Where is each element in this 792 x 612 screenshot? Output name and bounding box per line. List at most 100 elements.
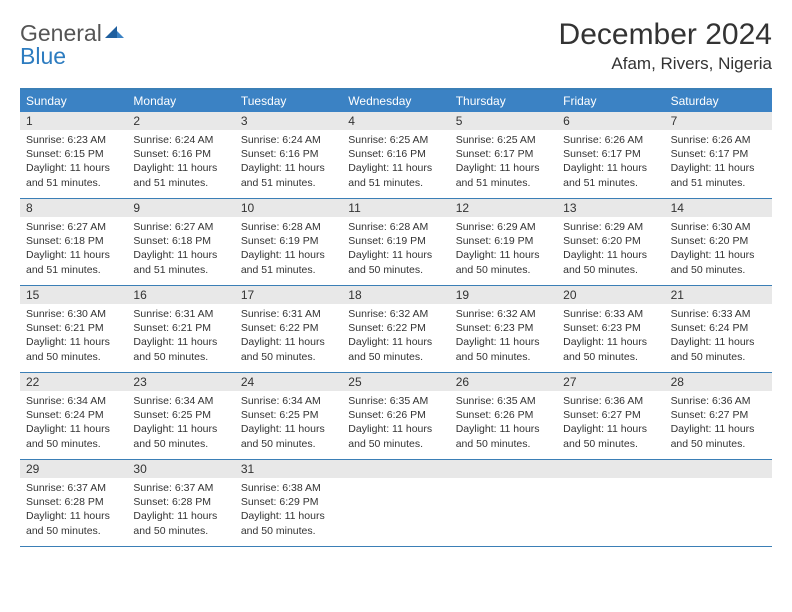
calendar-day-cell: 22Sunrise: 6:34 AMSunset: 6:24 PMDayligh… [20,373,127,459]
day-details: Sunrise: 6:32 AMSunset: 6:22 PMDaylight:… [342,304,449,368]
sunset-text: Sunset: 6:26 PM [456,408,551,422]
day-details: Sunrise: 6:26 AMSunset: 6:17 PMDaylight:… [665,130,772,194]
daylight-text-1: Daylight: 11 hours [348,248,443,262]
sunset-text: Sunset: 6:16 PM [348,147,443,161]
day-number: 5 [450,112,557,130]
day-details: Sunrise: 6:25 AMSunset: 6:17 PMDaylight:… [450,130,557,194]
daylight-text-2: and 50 minutes. [241,437,336,451]
daylight-text-1: Daylight: 11 hours [241,335,336,349]
sunrise-text: Sunrise: 6:29 AM [456,220,551,234]
sunset-text: Sunset: 6:22 PM [241,321,336,335]
day-number: 13 [557,199,664,217]
calendar-day-cell: 28Sunrise: 6:36 AMSunset: 6:27 PMDayligh… [665,373,772,459]
daylight-text-2: and 51 minutes. [26,176,121,190]
day-number: 10 [235,199,342,217]
sunset-text: Sunset: 6:15 PM [26,147,121,161]
daylight-text-1: Daylight: 11 hours [456,161,551,175]
daylight-text-1: Daylight: 11 hours [563,422,658,436]
day-number: 8 [20,199,127,217]
calendar-day-cell: 5Sunrise: 6:25 AMSunset: 6:17 PMDaylight… [450,112,557,198]
daylight-text-2: and 50 minutes. [348,263,443,277]
day-details: Sunrise: 6:34 AMSunset: 6:24 PMDaylight:… [20,391,127,455]
day-number: 4 [342,112,449,130]
calendar-day-cell: 13Sunrise: 6:29 AMSunset: 6:20 PMDayligh… [557,199,664,285]
calendar-day-cell: 15Sunrise: 6:30 AMSunset: 6:21 PMDayligh… [20,286,127,372]
day-number: 21 [665,286,772,304]
day-details: Sunrise: 6:35 AMSunset: 6:26 PMDaylight:… [450,391,557,455]
day-of-week-header: SundayMondayTuesdayWednesdayThursdayFrid… [20,90,772,112]
daylight-text-1: Daylight: 11 hours [241,161,336,175]
calendar-day-cell: 30Sunrise: 6:37 AMSunset: 6:28 PMDayligh… [127,460,234,546]
daylight-text-2: and 50 minutes. [133,437,228,451]
daylight-text-2: and 51 minutes. [133,176,228,190]
daylight-text-2: and 50 minutes. [671,263,766,277]
day-number: 2 [127,112,234,130]
calendar: SundayMondayTuesdayWednesdayThursdayFrid… [20,88,772,547]
sunrise-text: Sunrise: 6:26 AM [671,133,766,147]
calendar-day-cell: 17Sunrise: 6:31 AMSunset: 6:22 PMDayligh… [235,286,342,372]
sunset-text: Sunset: 6:17 PM [563,147,658,161]
day-number [450,460,557,478]
daylight-text-2: and 51 minutes. [671,176,766,190]
day-number: 15 [20,286,127,304]
sunrise-text: Sunrise: 6:25 AM [456,133,551,147]
day-number: 31 [235,460,342,478]
daylight-text-2: and 50 minutes. [456,350,551,364]
day-of-week-cell: Wednesday [342,90,449,112]
daylight-text-1: Daylight: 11 hours [241,422,336,436]
sunrise-text: Sunrise: 6:36 AM [563,394,658,408]
sunrise-text: Sunrise: 6:25 AM [348,133,443,147]
daylight-text-2: and 50 minutes. [241,350,336,364]
calendar-day-cell: 11Sunrise: 6:28 AMSunset: 6:19 PMDayligh… [342,199,449,285]
daylight-text-2: and 50 minutes. [671,437,766,451]
day-number: 14 [665,199,772,217]
calendar-day-cell: 18Sunrise: 6:32 AMSunset: 6:22 PMDayligh… [342,286,449,372]
sunset-text: Sunset: 6:23 PM [456,321,551,335]
day-details: Sunrise: 6:37 AMSunset: 6:28 PMDaylight:… [20,478,127,542]
calendar-day-cell [557,460,664,546]
day-number: 27 [557,373,664,391]
sunrise-text: Sunrise: 6:36 AM [671,394,766,408]
sunset-text: Sunset: 6:25 PM [133,408,228,422]
sunset-text: Sunset: 6:19 PM [456,234,551,248]
daylight-text-2: and 50 minutes. [563,437,658,451]
day-number: 26 [450,373,557,391]
sunset-text: Sunset: 6:22 PM [348,321,443,335]
day-number: 25 [342,373,449,391]
day-details: Sunrise: 6:36 AMSunset: 6:27 PMDaylight:… [665,391,772,455]
calendar-day-cell: 24Sunrise: 6:34 AMSunset: 6:25 PMDayligh… [235,373,342,459]
calendar-week-row: 8 Sunrise: 6:27 AMSunset: 6:18 PM Daylight… [20,199,772,286]
calendar-day-cell: 4Sunrise: 6:25 AMSunset: 6:16 PMDaylight… [342,112,449,198]
sunset-text: Sunset: 6:16 PM [133,147,228,161]
sunrise-text: Sunrise: 6:34 AM [26,394,121,408]
day-number: 23 [127,373,234,391]
calendar-week-row: 15Sunrise: 6:30 AMSunset: 6:21 PMDayligh… [20,286,772,373]
calendar-day-cell: 29Sunrise: 6:37 AMSunset: 6:28 PMDayligh… [20,460,127,546]
day-details: Sunrise: 6:28 AMSunset: 6:19 PMDaylight:… [342,217,449,281]
daylight-text-1: Daylight: 11 hours [133,248,228,262]
header: GeneralBlue December 2024 Afam, Rivers, … [20,18,772,74]
daylight-text-1: Daylight: 11 hours [671,335,766,349]
logo-text-general: General [20,22,102,45]
sunrise-text: Sunrise: 6:33 AM [563,307,658,321]
day-details: Sunrise: 6:37 AMSunset: 6:28 PMDaylight:… [127,478,234,542]
sunrise-text: Sunrise: 6:27 AM [26,220,121,234]
day-details [450,478,557,542]
daylight-text-1: Daylight: 11 hours [241,509,336,523]
sunset-text: Sunset: 6:21 PM [133,321,228,335]
daylight-text-1: Daylight: 11 hours [241,248,336,262]
sunrise-text: Sunrise: 6:30 AM [671,220,766,234]
day-number [665,460,772,478]
day-details: Sunrise: 6:31 AMSunset: 6:21 PMDaylight:… [127,304,234,368]
day-details: Sunrise: 6:32 AMSunset: 6:23 PMDaylight:… [450,304,557,368]
sunrise-text: Sunrise: 6:31 AM [241,307,336,321]
day-details [342,478,449,542]
page-title: December 2024 [559,18,772,52]
sunrise-text: Sunrise: 6:28 AM [348,220,443,234]
sunset-text: Sunset: 6:18 PM [26,234,121,248]
sunset-text: Sunset: 6:21 PM [26,321,121,335]
day-number [342,460,449,478]
sunrise-text: Sunrise: 6:28 AM [241,220,336,234]
day-details: Sunrise: 6:33 AMSunset: 6:24 PMDaylight:… [665,304,772,368]
day-number: 28 [665,373,772,391]
